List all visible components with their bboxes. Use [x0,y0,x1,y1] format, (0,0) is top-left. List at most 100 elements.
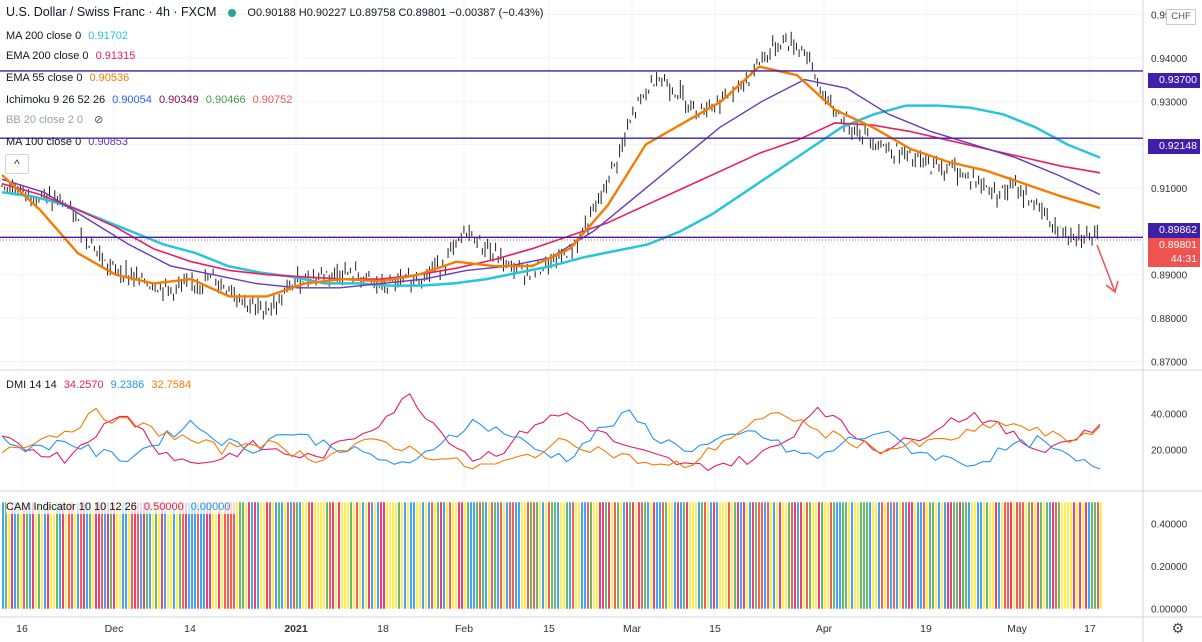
cam-bar [248,502,250,609]
cam-bar [779,502,781,609]
cam-bar [164,502,166,609]
cam-bar [275,502,277,609]
cam-bar [800,502,802,609]
cam-bar [515,502,517,609]
cam-bar [650,502,652,609]
cam-bar [422,502,424,609]
cam-bar [929,502,931,609]
cam-bar [602,502,604,609]
chart-header: U.S. Dollar / Swiss Franc · 4h · FXCM O0… [6,5,543,19]
legend-value: 0.90466 [205,94,246,106]
time-tick-label: 15 [543,623,555,635]
cam-bar [8,502,10,609]
cam-bar [812,502,814,609]
cam-bar [1064,502,1066,609]
cam-bar [1067,502,1069,609]
cam-bar [2,502,4,609]
cam-bar [770,502,772,609]
cam-bar [71,502,73,609]
cam-bar [743,502,745,609]
hidden-eye-icon[interactable]: ⊘ [94,114,104,126]
cam-bar [899,502,901,609]
cam-bar [716,502,718,609]
cam-bar [308,502,310,609]
cam-bar [728,502,730,609]
cam-bar [20,502,22,609]
legend-ichimoku[interactable]: Ichimoku 9 26 52 26 0.90054 0.90349 0.90… [6,93,296,107]
legend-dmi[interactable]: DMI 14 14 34.2570 9.2386 32.7584 [6,378,195,392]
countdown-tag: 44:31 [1148,252,1200,267]
cam-bar [878,502,880,609]
cam-bar [302,502,304,609]
cam-bar [485,502,487,609]
cam-bar [674,502,676,609]
cam-bar [950,502,952,609]
cam-bar [857,502,859,609]
cam-bar [671,502,673,609]
cam-bar [491,502,493,609]
cam-bar [440,502,442,609]
cam-bar [386,502,388,609]
cam-bar [776,502,778,609]
cam-bar [332,502,334,609]
time-tick-label: 16 [16,623,28,635]
legend-ma100[interactable]: MA 100 close 0 0.90853 [6,135,132,149]
cam-bar [95,502,97,609]
cam-bar [908,502,910,609]
cam-bar [44,502,46,609]
cam-bar [608,502,610,609]
currency-badge[interactable]: CHF [1166,9,1196,25]
legend-value: 0.90349 [158,94,199,106]
settings-gear-icon[interactable]: ⚙ [1171,620,1184,636]
ema200-line [1,122,1101,280]
cam-bar [188,502,190,609]
cam-bar [122,502,124,609]
cam-bar [869,502,871,609]
cam-bar [1040,502,1042,609]
cam-bar [260,502,262,609]
cam-bar [329,502,331,609]
legend-ema55[interactable]: EMA 55 close 0 0.90536 [6,71,133,85]
cam-bar [644,502,646,609]
legend-cam[interactable]: CAM Indicator 10 10 12 26 0.50000 0.0000… [6,500,235,514]
cam-bar [125,502,127,609]
legend-value: 0.90536 [89,72,130,84]
cam-bar [65,502,67,609]
cam-bar [860,502,862,609]
cam-bar [725,502,727,609]
legend-value: 0.90752 [252,94,293,106]
cam-bar [824,502,826,609]
cam-bar [494,502,496,609]
cam-bar [986,502,988,609]
cam-bar [263,502,265,609]
legend-label: BB 20 close 2 0 [6,114,84,126]
cam-bar [527,502,529,609]
cam-bar [557,502,559,609]
cam-bar [734,502,736,609]
cam-bar [530,502,532,609]
legend-ema200[interactable]: EMA 200 close 0 0.91315 [6,49,139,63]
dmi-line-1 [1,409,1101,470]
cam-bar [818,502,820,609]
cam-bar [404,502,406,609]
legend-bb[interactable]: BB 20 close 2 0 ⊘ [6,113,107,127]
cam-bar [947,502,949,609]
cam-bar [752,502,754,609]
cam-bar [821,502,823,609]
cam-bar [113,502,115,609]
cam-bar [785,502,787,609]
cam-bar [401,502,403,609]
cam-bar [806,502,808,609]
collapse-legend-button[interactable]: ^ [5,154,29,174]
time-tick-label: 15 [709,623,721,635]
legend-ma200[interactable]: MA 200 close 0 0.91702 [6,29,132,43]
cam-bar [11,502,13,609]
cam-bar [659,502,661,609]
cam-bar [86,502,88,609]
cam-bar [425,502,427,609]
cam-bar [467,502,469,609]
cam-bar [914,502,916,609]
level-tag-092148: 0.92148 [1148,139,1200,154]
cam-bar [1010,502,1012,609]
